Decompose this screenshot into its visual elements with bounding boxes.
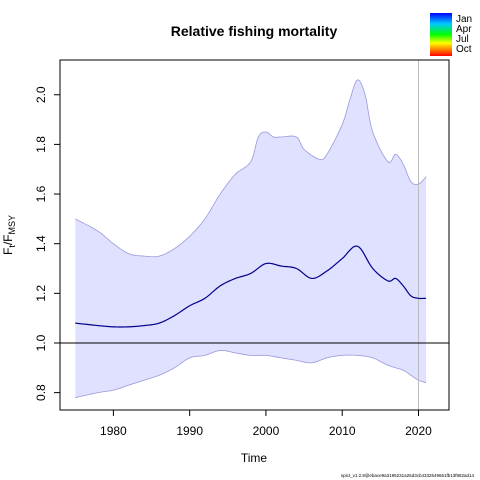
y-axis-label-main: F (1, 248, 15, 255)
y-axis-label-sub-t: t (7, 245, 17, 248)
x-tick-label: 2020 (405, 424, 432, 438)
x-tick-label: 1990 (176, 424, 203, 438)
y-tick-label: 1.0 (34, 334, 48, 351)
median-line (75, 245, 427, 328)
legend-label-jul: Jul (456, 34, 469, 45)
confidence-band (75, 79, 427, 398)
legend-color-bar (430, 13, 452, 56)
chart-title: Relative fishing mortality (171, 23, 338, 39)
legend-label-apr: Apr (456, 24, 472, 35)
x-tick-label: 2010 (329, 424, 356, 438)
plot-frame (59, 59, 450, 411)
x-tick-label: 1980 (100, 424, 127, 438)
footer-note: spict_v1.2.8@ebace9a3195231a26d3cb433264… (341, 473, 475, 478)
x-axis: 1980 1990 2000 2010 2020 (100, 410, 432, 438)
y-axis-label-sub-msy: MSY (7, 215, 17, 235)
legend: Jan Apr Jul Oct (430, 13, 472, 56)
y-axis-label: Ft/FMSY (1, 215, 17, 255)
y-tick-label: 0.8 (34, 384, 48, 401)
legend-label-oct: Oct (456, 44, 472, 55)
y-tick-label: 1.8 (34, 136, 48, 153)
y-axis-label-sep: /F (1, 234, 15, 245)
y-axis: 0.8 1.0 1.2 1.4 1.6 1.8 2.0 (34, 86, 60, 401)
y-tick-label: 1.2 (34, 285, 48, 302)
y-tick-label: 1.6 (34, 185, 48, 202)
x-tick-label: 2000 (253, 424, 280, 438)
plot-area (60, 60, 449, 410)
x-axis-label: Time (241, 451, 268, 465)
y-tick-label: 2.0 (34, 86, 48, 103)
legend-label-jan: Jan (456, 14, 472, 25)
upper-band-edge (75, 79, 427, 258)
lower-band-edge (75, 349, 427, 398)
y-tick-label: 1.4 (34, 235, 48, 252)
